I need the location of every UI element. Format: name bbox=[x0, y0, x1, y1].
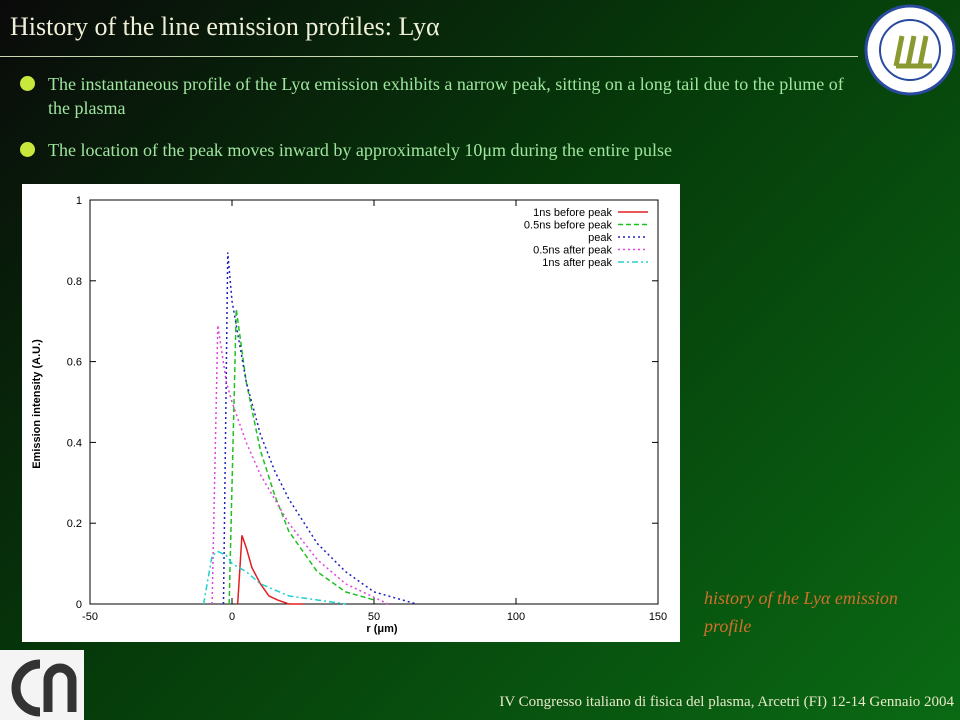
lab-logo bbox=[864, 4, 956, 96]
x-tick-label: 150 bbox=[649, 611, 667, 623]
x-axis-label: r (μm) bbox=[366, 623, 398, 635]
series-line bbox=[202, 550, 346, 605]
y-tick-label: 0.6 bbox=[67, 357, 82, 369]
x-tick-label: 100 bbox=[507, 611, 525, 623]
cnr-logo bbox=[0, 650, 84, 720]
y-tick-label: 0.4 bbox=[67, 437, 82, 449]
bullet: The instantaneous profile of the Lyα emi… bbox=[20, 72, 848, 120]
legend-label: 0.5ns before peak bbox=[524, 220, 613, 232]
legend-label: peak bbox=[588, 232, 612, 244]
bullet-text: The location of the peak moves inward by… bbox=[48, 140, 672, 160]
y-tick-label: 0.8 bbox=[67, 276, 82, 288]
x-tick-label: -50 bbox=[82, 611, 98, 623]
x-tick-label: 50 bbox=[368, 611, 380, 623]
footer: IV Congresso italiano di fisica del plas… bbox=[499, 694, 954, 710]
legend-label: 1ns after peak bbox=[542, 257, 612, 269]
y-tick-label: 0.2 bbox=[67, 518, 82, 530]
title-rule bbox=[0, 56, 858, 57]
x-tick-label: 0 bbox=[229, 611, 235, 623]
y-tick-label: 0 bbox=[76, 599, 82, 611]
legend-label: 1ns before peak bbox=[533, 207, 612, 219]
bullet-text: The instantaneous profile of the Lyα emi… bbox=[48, 74, 844, 118]
bullet: The location of the peak moves inward by… bbox=[20, 138, 848, 162]
legend-label: 0.5ns after peak bbox=[533, 245, 612, 257]
y-axis-label: Emission intensity (A.U.) bbox=[31, 339, 43, 469]
series-line bbox=[236, 535, 303, 605]
series-line bbox=[211, 325, 389, 605]
caption: history of the Lyα emission profile bbox=[704, 588, 898, 636]
series-line bbox=[222, 252, 417, 605]
series-line bbox=[228, 308, 375, 605]
y-tick-label: 1 bbox=[76, 195, 82, 207]
chart: r (μm) Emission intensity (A.U.) -50 0 50 1… bbox=[22, 184, 680, 642]
slide-title: History of the line emission profiles: L… bbox=[10, 12, 440, 41]
chart-background bbox=[22, 184, 680, 642]
